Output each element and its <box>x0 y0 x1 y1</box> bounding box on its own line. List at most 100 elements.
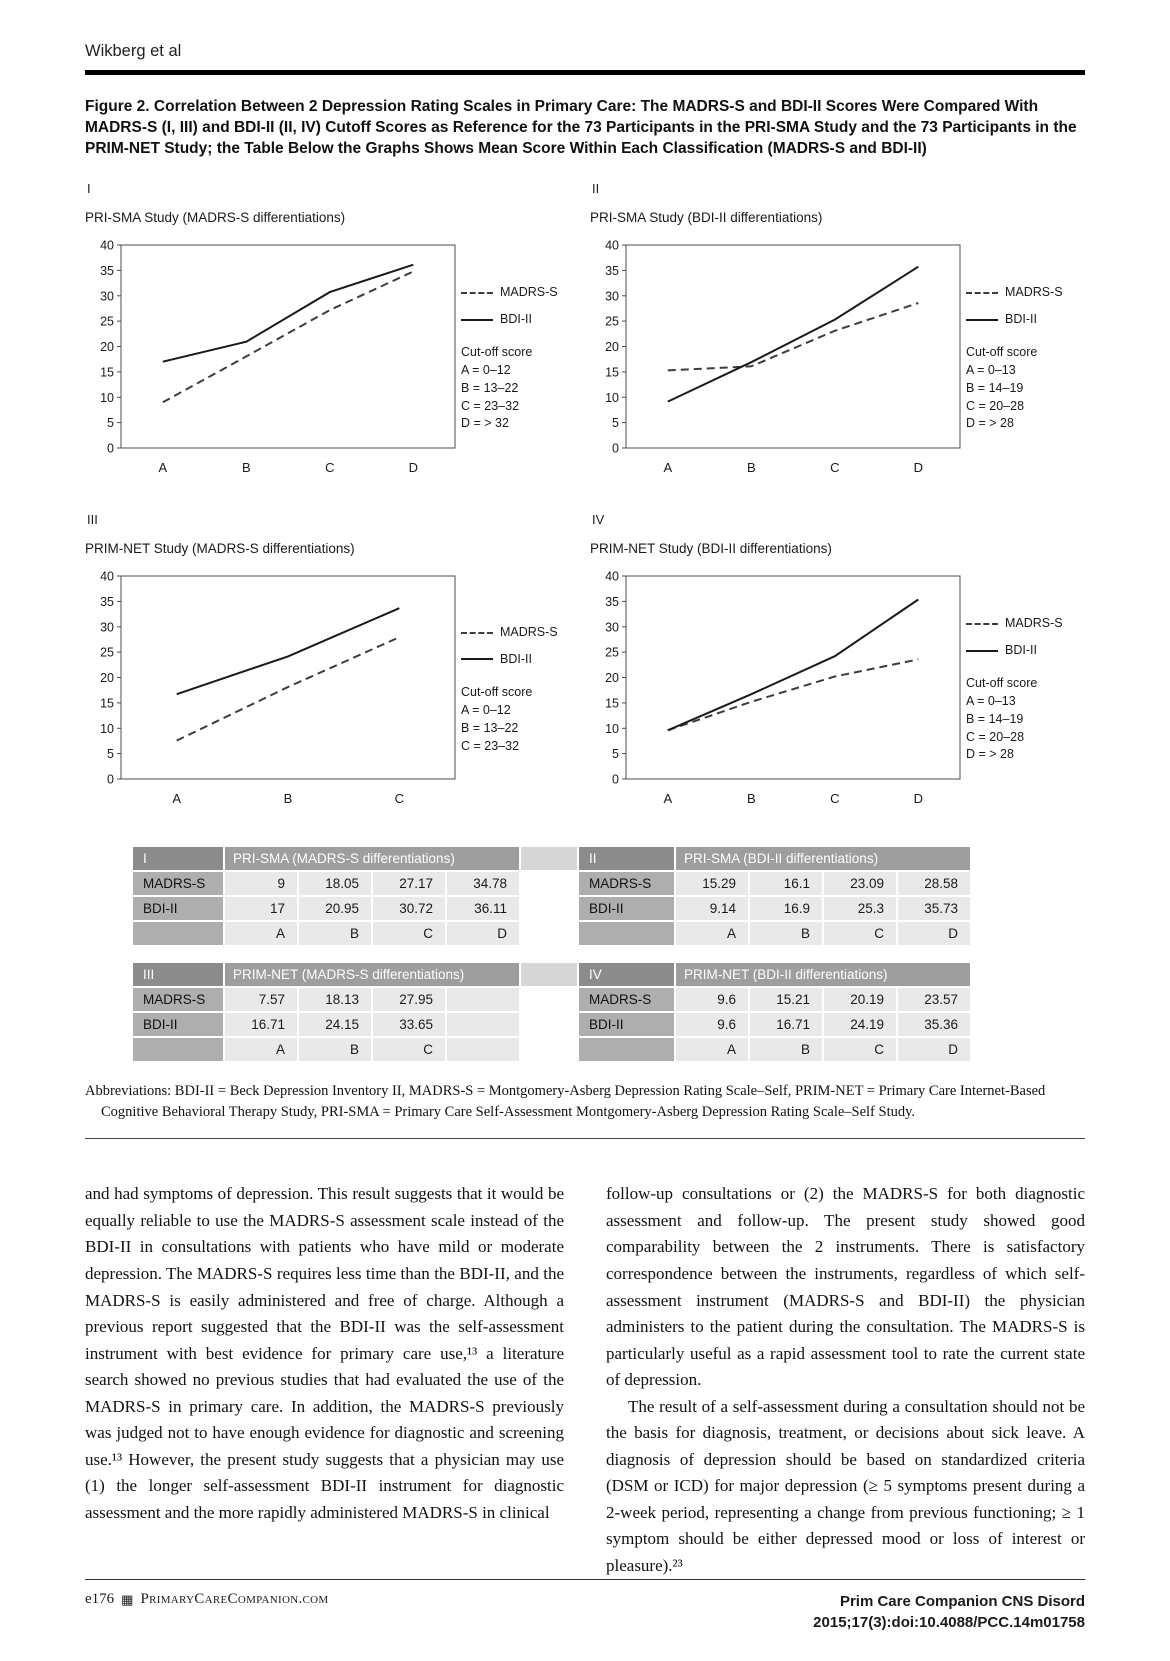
table-value: 20.95 <box>299 897 371 921</box>
column-letter: C <box>824 922 896 946</box>
legend-entry: BDI-II <box>966 642 1082 659</box>
page-number: e176 <box>85 1591 115 1608</box>
chart-legend: MADRS-S BDI-II Cut-off score A = 0–13 B = 14… <box>966 615 1082 764</box>
cutoff-note: Cut-off score A = 0–13 B = 14–19 C = 20–28 D… <box>966 344 1082 432</box>
cutoff-line: A = 0–12 <box>461 362 511 377</box>
row-label: BDI-II <box>133 1013 223 1037</box>
table-gap <box>521 988 577 1011</box>
page-footer: e176 ▦ PrimaryCareCompanion.com Prim Car… <box>85 1579 1085 1633</box>
svg-text:25: 25 <box>100 646 114 660</box>
legend-label: MADRS-S <box>500 285 558 300</box>
legend-entry: MADRS-S <box>461 624 577 641</box>
table-value: 9 <box>225 872 297 896</box>
svg-text:A: A <box>663 460 672 475</box>
svg-text:5: 5 <box>107 747 114 761</box>
cutoff-line: D = > 32 <box>461 416 509 431</box>
svg-text:35: 35 <box>605 595 619 609</box>
row-label: BDI-II <box>579 1013 674 1037</box>
chart-body: 0 5 10 15 20 25 30 35 40 A B C D MADRS-S BDI-II Cut-of… <box>85 231 580 486</box>
svg-text:C: C <box>830 460 839 475</box>
chart-legend: MADRS-S BDI-II Cut-off score A = 0–13 B = 14… <box>966 284 1082 433</box>
line-chart-svg: 0 5 10 15 20 25 30 35 40 A B C D <box>605 570 961 806</box>
svg-text:30: 30 <box>605 621 619 635</box>
column-letter <box>447 1038 519 1062</box>
line-chart: 0 5 10 15 20 25 30 35 40 A B C D <box>590 562 966 817</box>
table-value: 35.73 <box>898 897 970 921</box>
line-chart: 0 5 10 15 20 25 30 35 40 A B C D <box>85 231 461 486</box>
row-label: BDI-II <box>579 897 674 921</box>
svg-text:0: 0 <box>107 442 114 456</box>
svg-text:A: A <box>663 791 672 806</box>
cutoff-line: B = 14–19 <box>966 711 1024 726</box>
table-value: 16.1 <box>750 872 822 896</box>
series-bdi-ii <box>667 598 919 732</box>
cutoff-line: B = 13–22 <box>461 380 519 395</box>
row-label <box>579 922 674 946</box>
body-column-left: and had symptoms of depression. This res… <box>85 1181 564 1579</box>
figure-caption: Figure 2. Correlation Between 2 Depressi… <box>85 98 1077 157</box>
chart-body: 0 5 10 15 20 25 30 35 40 A B C MADRS-S BDI-II Cut-off… <box>85 562 580 817</box>
table-value: 9.6 <box>676 988 748 1012</box>
footer-left: e176 ▦ PrimaryCareCompanion.com <box>85 1591 329 1608</box>
row-label <box>133 922 223 946</box>
chart-title: PRI-SMA Study (MADRS-S differentiations) <box>85 210 346 226</box>
svg-text:10: 10 <box>100 391 114 405</box>
table-spacer <box>133 947 970 961</box>
table-gap <box>521 1013 577 1036</box>
table-value: 18.13 <box>299 988 371 1012</box>
table-value: 24.15 <box>299 1013 371 1037</box>
chart-numeral: III <box>87 512 98 528</box>
cutoff-title: Cut-off score <box>461 684 533 699</box>
body-paragraph: The result of a self-assessment during a… <box>606 1396 1085 1575</box>
svg-text:20: 20 <box>100 671 114 685</box>
cutoff-line: C = 20–28 <box>966 398 1025 413</box>
table-gap <box>521 963 577 987</box>
bdi-ii-line-sample <box>461 318 493 321</box>
svg-text:C: C <box>395 791 404 806</box>
table-value: 16.9 <box>750 897 822 921</box>
cutoff-line: D = > 28 <box>966 416 1014 431</box>
table-block-header: PRIM-NET (BDI-II differentiations) <box>676 963 970 987</box>
header-rule <box>85 70 1085 75</box>
svg-text:B: B <box>747 791 756 806</box>
table-block-id: II <box>579 847 674 871</box>
table-value: 23.09 <box>824 872 896 896</box>
column-letter: B <box>750 1038 822 1062</box>
svg-text:35: 35 <box>100 264 114 278</box>
svg-text:40: 40 <box>605 570 619 584</box>
cutoff-note: Cut-off score A = 0–12 B = 13–22 C = 23–32 D… <box>461 344 577 432</box>
cutoff-title: Cut-off score <box>966 675 1038 690</box>
svg-text:0: 0 <box>107 773 114 787</box>
column-letter: B <box>299 1038 371 1062</box>
svg-text:C: C <box>325 460 334 475</box>
cutoff-title: Cut-off score <box>966 344 1038 359</box>
cutoff-line: B = 13–22 <box>461 720 519 735</box>
svg-text:D: D <box>914 791 923 806</box>
series-madrs-s <box>667 658 919 732</box>
table-value: 15.29 <box>676 872 748 896</box>
svg-text:A: A <box>172 791 181 806</box>
svg-text:25: 25 <box>605 315 619 329</box>
svg-text:D: D <box>409 460 418 475</box>
column-letter: C <box>373 922 445 946</box>
chart-II: II PRI-SMA Study (BDI-II differentiation… <box>590 181 1085 486</box>
cutoff-line: C = 20–28 <box>966 729 1025 744</box>
table-value: 27.17 <box>373 872 445 896</box>
column-letter: C <box>824 1038 896 1062</box>
table-value: 9.6 <box>676 1013 748 1037</box>
table-value: 16.71 <box>750 1013 822 1037</box>
row-label: MADRS-S <box>133 872 223 896</box>
svg-text:0: 0 <box>612 442 619 456</box>
madrs-s-line-sample <box>966 291 998 294</box>
column-letter: D <box>898 922 970 946</box>
table-value: 9.14 <box>676 897 748 921</box>
svg-text:20: 20 <box>605 340 619 354</box>
column-letter: A <box>225 922 297 946</box>
chart-numeral: II <box>592 181 600 197</box>
cutoff-title: Cut-off score <box>461 344 533 359</box>
journal-site-link[interactable]: PrimaryCareCompanion.com <box>140 1591 329 1608</box>
footer-right: Prim Care Companion CNS Disord 2015;17(3… <box>813 1591 1085 1633</box>
cutoff-note: Cut-off score A = 0–13 B = 14–19 C = 20–28 D… <box>966 675 1082 763</box>
bdi-ii-line-sample <box>461 658 493 661</box>
